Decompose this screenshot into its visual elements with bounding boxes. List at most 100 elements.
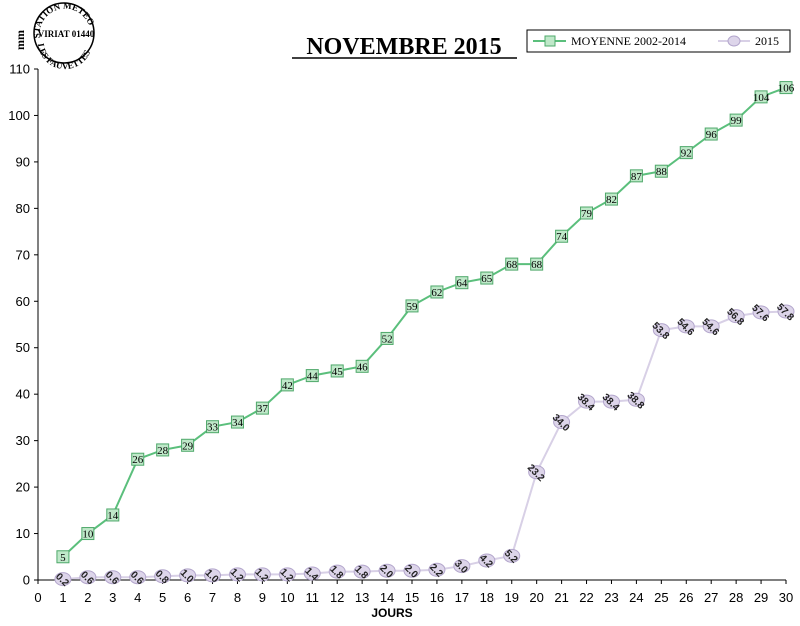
data-point — [204, 568, 222, 583]
data-point — [228, 567, 246, 582]
data-point — [777, 304, 795, 319]
x-tick-label: 8 — [234, 590, 241, 605]
data-label: 42 — [282, 380, 293, 392]
series-average: 5 10 14 26 28 29 33 34 37 42 44 45 46 52 59 62 64 65 68 68 7… — [56, 81, 795, 564]
data-label: 38.4 — [600, 392, 622, 414]
data-point — [380, 331, 394, 345]
x-tick-label: 4 — [134, 590, 141, 605]
data-label: 45 — [332, 366, 344, 378]
y-tick-label: 60 — [16, 294, 30, 309]
data-label: 87 — [631, 171, 643, 183]
x-tick-label: 23 — [604, 590, 618, 605]
data-label: 57.6 — [749, 303, 771, 325]
data-point — [230, 415, 244, 429]
x-tick-label: 28 — [729, 590, 743, 605]
data-point — [253, 567, 271, 582]
data-point — [305, 369, 319, 383]
data-label: 74 — [556, 231, 568, 243]
data-point — [206, 420, 220, 434]
data-point — [580, 206, 594, 220]
x-tick-label: 11 — [306, 590, 320, 605]
data-point — [727, 309, 745, 324]
data-label: 52 — [382, 333, 393, 345]
logo-middle-text: VIRIAT 01440 — [38, 29, 95, 39]
x-tick-label: 13 — [355, 590, 369, 605]
data-point — [54, 572, 72, 587]
data-point — [578, 394, 596, 409]
y-tick-label: 110 — [9, 62, 30, 77]
x-tick-label: 26 — [679, 590, 693, 605]
x-tick-label: 19 — [504, 590, 518, 605]
data-point — [355, 359, 369, 373]
x-tick-label: 24 — [629, 590, 643, 605]
x-tick-label: 2 — [84, 590, 91, 605]
data-label: 92 — [681, 148, 692, 160]
data-point — [280, 378, 294, 392]
data-point — [602, 394, 620, 409]
data-label: 104 — [753, 92, 770, 104]
data-point — [480, 271, 494, 285]
data-point — [604, 192, 618, 206]
data-label: 64 — [456, 278, 468, 290]
data-point — [704, 127, 718, 141]
x-tick-label: 1 — [59, 590, 66, 605]
data-point — [503, 548, 521, 563]
data-point — [530, 257, 544, 271]
data-point — [752, 305, 770, 320]
y-tick-label: 80 — [16, 201, 30, 216]
data-label: 14 — [107, 510, 119, 522]
y-tick-label: 50 — [16, 340, 30, 355]
data-label: 56.8 — [724, 306, 746, 328]
series-line — [62, 310, 787, 581]
data-point — [330, 364, 344, 378]
data-label: 106 — [778, 83, 795, 95]
data-label: 88 — [656, 166, 668, 178]
data-label: 82 — [606, 194, 617, 206]
data-point — [181, 438, 195, 452]
legend-label-2015: 2015 — [755, 34, 779, 48]
data-point — [677, 319, 695, 334]
data-point — [505, 257, 519, 271]
data-point — [255, 401, 269, 415]
x-tick-label: 22 — [579, 590, 593, 605]
data-label: 34 — [232, 417, 244, 429]
y-tick-label: 20 — [16, 480, 30, 495]
data-label: 59 — [407, 301, 419, 313]
data-point — [56, 550, 70, 564]
x-tick-label: 25 — [654, 590, 668, 605]
data-point — [428, 562, 446, 577]
data-point — [629, 169, 643, 183]
data-label: 46 — [357, 361, 369, 373]
x-tick-label: 5 — [159, 590, 166, 605]
data-point — [652, 323, 670, 338]
data-point — [553, 415, 571, 430]
x-tick-label: 10 — [280, 590, 294, 605]
data-point — [131, 452, 145, 466]
series-layer: 0.2 0.6 0.6 0.6 0.8 1.0 1.0 1.2 1.2 1.2 1.4 1.8 1.8 2… — [53, 81, 796, 589]
x-tick-label: 29 — [754, 590, 768, 605]
y-tick-label: 90 — [16, 154, 30, 169]
x-tick-label: 18 — [480, 590, 494, 605]
data-label: 26 — [132, 454, 144, 466]
data-label: 79 — [581, 208, 593, 220]
x-tick-label: 30 — [779, 590, 793, 605]
x-tick-label: 21 — [554, 590, 568, 605]
data-label: 38.4 — [575, 392, 597, 414]
chart-title: NOVEMBRE 2015 — [306, 34, 501, 60]
data-label: 10 — [82, 529, 94, 541]
data-point — [104, 570, 122, 585]
data-point — [405, 299, 419, 313]
data-label: 33 — [207, 422, 219, 434]
data-point — [779, 81, 793, 95]
data-label: 38.8 — [625, 390, 647, 412]
data-point — [654, 164, 668, 178]
data-label: 54.6 — [674, 317, 696, 339]
y-tick-label: 70 — [16, 247, 30, 262]
data-point — [455, 276, 469, 290]
x-tick-label: 14 — [380, 590, 394, 605]
data-point — [353, 564, 371, 579]
x-axis-label: JOURS — [371, 606, 412, 620]
data-label: 96 — [706, 129, 718, 141]
